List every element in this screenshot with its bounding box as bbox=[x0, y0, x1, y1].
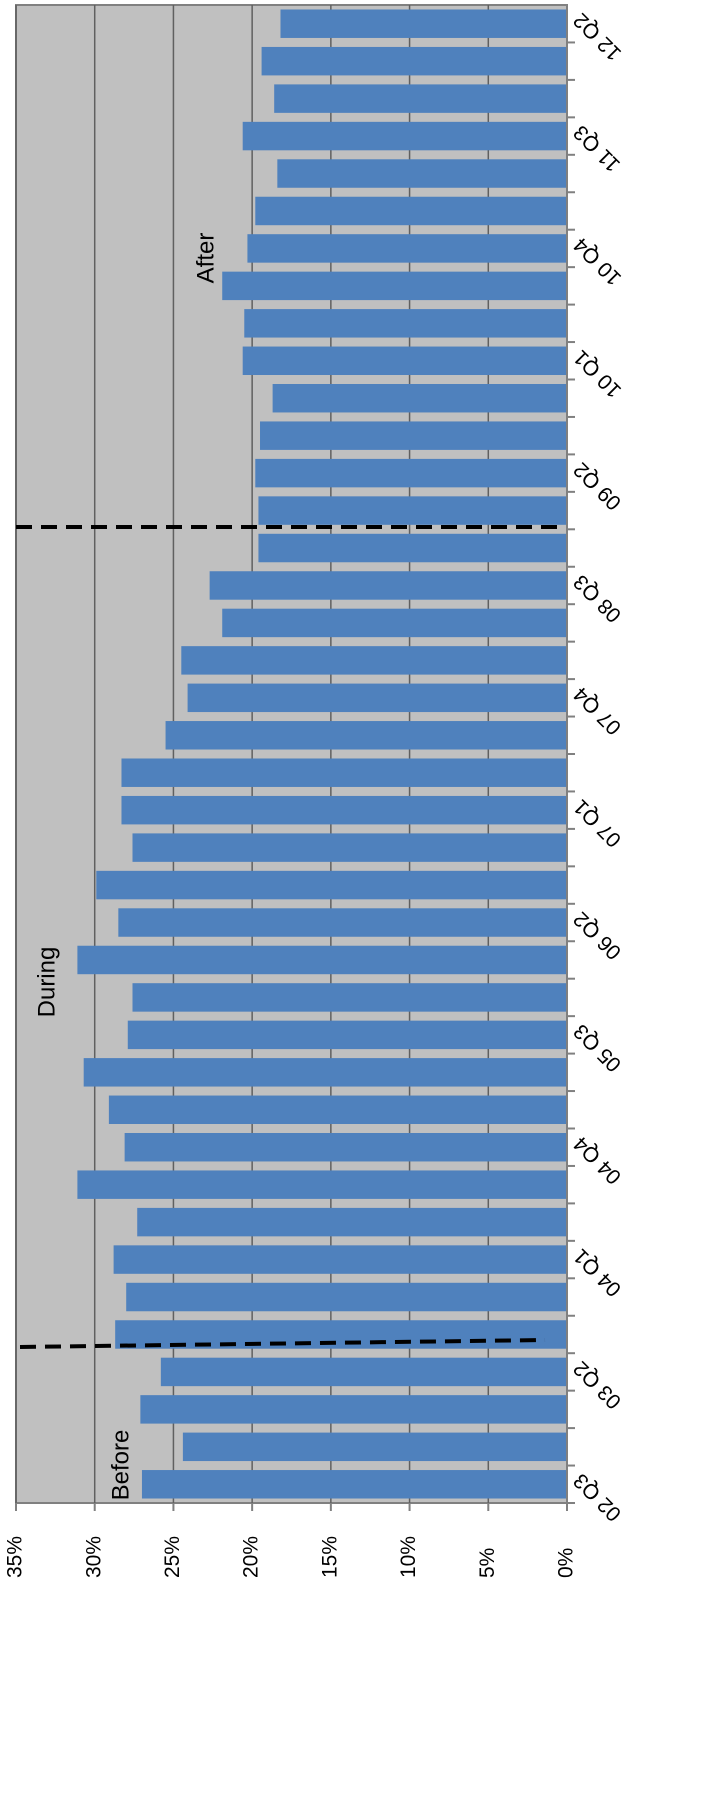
x-tick-label: 11 Q3 bbox=[569, 121, 625, 177]
bar bbox=[126, 1282, 567, 1312]
bar bbox=[258, 533, 567, 563]
bar bbox=[222, 271, 567, 301]
y-tick-label: 25% bbox=[161, 1536, 184, 1578]
bar bbox=[242, 346, 567, 376]
bar bbox=[272, 383, 567, 413]
y-tick-label: 30% bbox=[82, 1536, 105, 1578]
bar bbox=[121, 758, 567, 787]
x-tick-label: 02 Q3 bbox=[569, 1469, 626, 1526]
bar bbox=[77, 1170, 567, 1199]
x-tick-label: 10 Q4 bbox=[569, 233, 626, 290]
x-tick-label: 06 Q2 bbox=[569, 907, 626, 964]
bar bbox=[118, 908, 567, 937]
bar bbox=[182, 1432, 568, 1462]
x-tick-label: 05 Q3 bbox=[569, 1019, 626, 1076]
bar bbox=[280, 9, 567, 38]
bar bbox=[209, 571, 567, 600]
plot-area bbox=[15, 4, 568, 1504]
bar bbox=[222, 608, 567, 638]
bar bbox=[165, 721, 568, 750]
bar bbox=[247, 234, 568, 263]
divider-line bbox=[19, 1338, 546, 1349]
x-tick-label: 04 Q4 bbox=[569, 1132, 626, 1189]
bar bbox=[140, 1395, 567, 1424]
bar bbox=[83, 1058, 568, 1087]
bar bbox=[255, 458, 567, 488]
bar bbox=[96, 870, 567, 900]
x-tick-label: 04 Q1 bbox=[569, 1244, 626, 1301]
bar bbox=[121, 795, 567, 825]
x-tick-label: 08 Q3 bbox=[569, 570, 626, 627]
bar bbox=[115, 1320, 568, 1349]
bar bbox=[132, 983, 568, 1012]
annotation: During bbox=[33, 947, 60, 1018]
x-tick-label: 10 Q1 bbox=[569, 345, 626, 402]
y-tick-label: 15% bbox=[318, 1536, 341, 1578]
annotation: After bbox=[192, 233, 219, 284]
y-tick-label: 35% bbox=[4, 1536, 27, 1578]
x-tick-label: 09 Q2 bbox=[569, 458, 626, 515]
x-tick-label: 07 Q1 bbox=[569, 795, 626, 852]
bar bbox=[132, 833, 568, 862]
bar bbox=[277, 159, 567, 188]
bar bbox=[260, 421, 567, 450]
bar bbox=[181, 646, 568, 675]
annotation: Before bbox=[107, 1430, 134, 1501]
x-tick-label: 12 Q2 bbox=[569, 8, 626, 65]
bar bbox=[127, 1020, 567, 1050]
y-tick-label: 5% bbox=[476, 1548, 499, 1578]
bar bbox=[274, 84, 567, 113]
x-tick-label: 03 Q2 bbox=[569, 1356, 626, 1413]
bar bbox=[113, 1245, 567, 1274]
bar bbox=[258, 496, 567, 525]
bar bbox=[255, 196, 567, 226]
bar bbox=[77, 945, 567, 975]
bars bbox=[77, 9, 568, 1499]
y-tick-label: 10% bbox=[397, 1536, 420, 1578]
bar bbox=[187, 683, 567, 713]
bar bbox=[108, 1095, 567, 1125]
y-tick-label: 0% bbox=[555, 1548, 578, 1578]
y-tick-label: 20% bbox=[240, 1536, 263, 1578]
bar bbox=[242, 121, 567, 151]
bar bbox=[244, 309, 567, 338]
bar bbox=[141, 1470, 567, 1499]
x-tick-label: 07 Q4 bbox=[569, 682, 626, 739]
bar bbox=[160, 1357, 567, 1387]
bar bbox=[137, 1207, 567, 1237]
bar bbox=[261, 46, 567, 76]
bar bbox=[124, 1132, 567, 1162]
